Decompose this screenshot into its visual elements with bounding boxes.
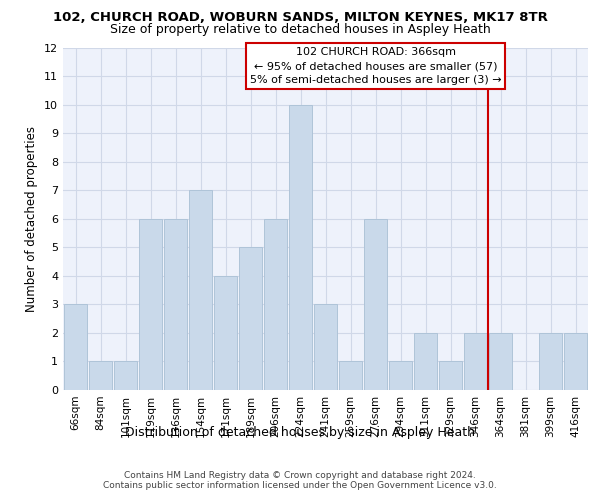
Text: Distribution of detached houses by size in Aspley Heath: Distribution of detached houses by size … — [125, 426, 475, 439]
Text: Size of property relative to detached houses in Aspley Heath: Size of property relative to detached ho… — [110, 22, 490, 36]
Y-axis label: Number of detached properties: Number of detached properties — [25, 126, 38, 312]
Bar — [539, 333, 562, 390]
Bar — [414, 333, 437, 390]
Bar — [139, 219, 162, 390]
Bar — [339, 362, 362, 390]
Bar — [189, 190, 212, 390]
Text: 102 CHURCH ROAD: 366sqm
← 95% of detached houses are smaller (57)
5% of semi-det: 102 CHURCH ROAD: 366sqm ← 95% of detache… — [250, 47, 502, 85]
Bar — [439, 362, 462, 390]
Text: Contains public sector information licensed under the Open Government Licence v3: Contains public sector information licen… — [103, 482, 497, 490]
Text: 102, CHURCH ROAD, WOBURN SANDS, MILTON KEYNES, MK17 8TR: 102, CHURCH ROAD, WOBURN SANDS, MILTON K… — [53, 11, 547, 24]
Bar — [464, 333, 487, 390]
Bar — [264, 219, 287, 390]
Bar — [239, 248, 262, 390]
Bar — [364, 219, 387, 390]
Text: Contains HM Land Registry data © Crown copyright and database right 2024.: Contains HM Land Registry data © Crown c… — [124, 472, 476, 480]
Bar — [389, 362, 412, 390]
Bar — [89, 362, 112, 390]
Bar — [214, 276, 237, 390]
Bar — [564, 333, 587, 390]
Bar — [164, 219, 187, 390]
Bar — [289, 104, 312, 390]
Bar — [64, 304, 87, 390]
Bar — [114, 362, 137, 390]
Bar — [489, 333, 512, 390]
Bar — [314, 304, 337, 390]
